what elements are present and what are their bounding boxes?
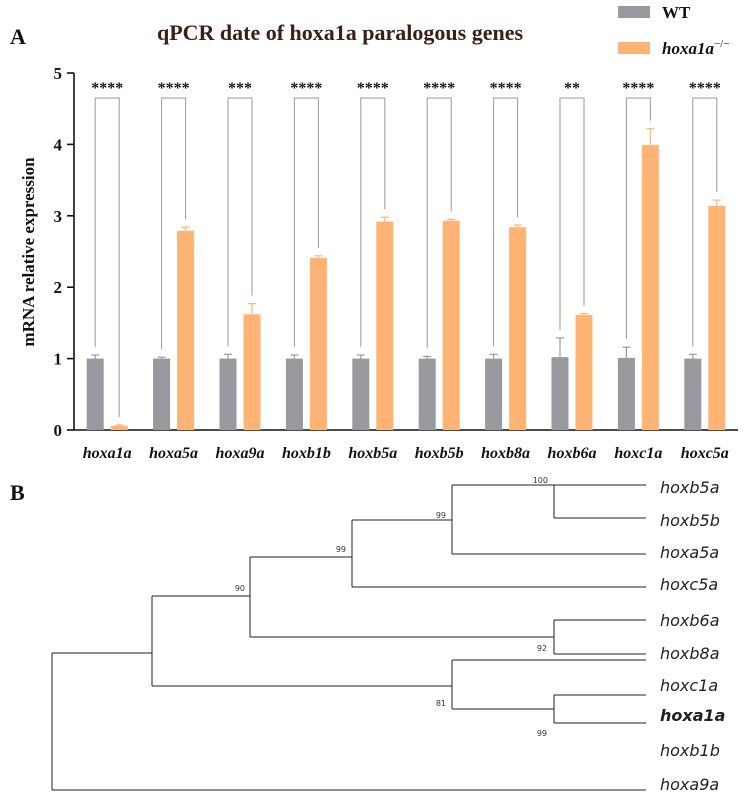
x-tick-label-hoxb5a: hoxb5a	[348, 445, 397, 462]
bar-hoxb6a-mutant	[575, 315, 593, 430]
significance-label-hoxa9a: ***	[228, 80, 252, 97]
bar-hoxb1b-wt	[285, 358, 303, 430]
y-tick-label-2: 2	[54, 278, 63, 297]
tree-leaf-hoxb6a: hoxb6a	[660, 611, 720, 630]
bootstrap-value: 92	[537, 644, 547, 653]
bar-hoxb5b-wt	[418, 358, 436, 430]
x-tick-labels: hoxa1a hoxa5a hoxa9a hoxb1b hoxb5a hoxb5b hoxb…	[83, 445, 729, 462]
x-tick-label-hoxa9a: hoxa9a	[216, 445, 265, 462]
tree-leaf-hoxc5a: hoxc5a	[660, 575, 718, 594]
x-tick-label-hoxc1a: hoxc1a	[614, 445, 662, 462]
significance-label-hoxb6a: **	[564, 80, 580, 97]
x-tick-label-hoxc5a: hoxc5a	[681, 445, 729, 462]
significance-brackets: **** **** *** **** **** **** **** ** **** ****	[91, 80, 721, 418]
chart-title: qPCR date of hoxa1a paralogous genes	[157, 20, 524, 45]
bootstrap-value: 99	[436, 511, 446, 520]
y-ticks: 0 1 2 3 4 5	[54, 64, 74, 440]
significance-bracket-hoxc5a	[692, 97, 718, 347]
legend-label-hoxa1a: hoxa1a−/−	[662, 38, 729, 58]
bootstrap-value: 81	[436, 699, 446, 708]
x-tick-label-hoxb5b: hoxb5b	[415, 445, 464, 462]
bootstrap-value: 100	[533, 476, 548, 485]
significance-label-hoxc1a: ****	[622, 80, 654, 97]
x-tick-label-hoxb6a: hoxb6a	[548, 445, 597, 462]
y-tick-label-5: 5	[54, 64, 63, 83]
panel-a-label: A	[10, 24, 26, 49]
bar-hoxc5a-wt	[684, 358, 702, 430]
panel-b-label: B	[10, 480, 25, 505]
tree-leaf-hoxb5b: hoxb5b	[660, 511, 720, 530]
tree-leaf-hoxc1a: hoxc1a	[660, 676, 718, 695]
y-tick-label-3: 3	[54, 207, 63, 226]
bar-hoxb8a-wt	[485, 358, 503, 430]
bar-hoxa1a-mutant	[110, 425, 128, 430]
significance-bracket-hoxa5a	[161, 97, 187, 350]
y-tick-label-0: 0	[54, 421, 63, 440]
significance-bracket-hoxa1a	[94, 97, 120, 418]
bar-hoxa9a-wt	[219, 358, 237, 430]
legend-swatch-hoxa1a	[618, 42, 650, 54]
significance-label-hoxb8a: ****	[490, 80, 522, 97]
y-axis-label: mRNA relative expression	[19, 157, 38, 347]
bar-hoxb5b-mutant	[442, 220, 460, 430]
significance-label-hoxb5b: ****	[423, 80, 455, 97]
legend-label-hoxa1a-sup: −/−	[714, 38, 729, 50]
legend-label-wt: WT	[662, 3, 691, 22]
significance-label-hoxa1a: ****	[91, 80, 123, 97]
bar-hoxc1a-wt	[617, 357, 635, 430]
bar-hoxb1b-mutant	[309, 257, 327, 430]
tree-leaf-hoxb8a: hoxb8a	[660, 644, 720, 663]
y-tick-label-4: 4	[54, 135, 63, 154]
y-tick-label-1: 1	[54, 350, 63, 369]
bar-hoxa5a-mutant	[177, 230, 195, 430]
bootstrap-value: 99	[336, 545, 346, 554]
significance-label-hoxb5a: ****	[357, 80, 389, 97]
significance-label-hoxb1b: ****	[290, 80, 322, 97]
bootstrap-value: 90	[235, 584, 245, 593]
significance-bracket-hoxa9a	[227, 97, 253, 347]
bar-hoxc1a-mutant	[641, 145, 659, 430]
bar-hoxb6a-wt	[551, 357, 569, 430]
significance-label-hoxc5a: ****	[689, 80, 721, 97]
significance-bracket-hoxb8a	[493, 97, 519, 347]
significance-bracket-hoxb6a	[559, 97, 585, 330]
tree-leaf-hoxa5a: hoxa5a	[660, 543, 719, 562]
legend-swatch-wt	[618, 6, 650, 18]
bar-hoxc5a-mutant	[708, 205, 726, 430]
significance-label-hoxa5a: ****	[158, 80, 190, 97]
x-tick-label-hoxb1b: hoxb1b	[282, 445, 331, 462]
tree-leaf-hoxb5a: hoxb5a	[660, 478, 720, 497]
bar-hoxa1a-wt	[86, 358, 104, 430]
significance-bracket-hoxc1a	[625, 97, 651, 340]
bar-hoxb5a-mutant	[376, 221, 394, 430]
legend: WT hoxa1a−/−	[618, 3, 729, 58]
significance-bracket-hoxb5b	[426, 97, 452, 349]
phylogenetic-tree: hoxb5a hoxb5b hoxa5a hoxc5a hoxb6a hoxb8a hoxc…	[51, 476, 725, 794]
significance-bracket-hoxb1b	[293, 97, 319, 348]
x-tick-label-hoxb8a: hoxb8a	[481, 445, 530, 462]
bar-hoxb5a-wt	[352, 358, 370, 430]
tree-leaf-hoxa9a: hoxa9a	[660, 775, 719, 794]
legend-label-hoxa1a-text: hoxa1a	[662, 39, 714, 58]
x-tick-label-hoxa5a: hoxa5a	[149, 445, 198, 462]
x-tick-label-hoxa1a: hoxa1a	[83, 445, 132, 462]
bar-hoxa5a-wt	[153, 358, 171, 430]
bootstrap-value: 99	[537, 729, 547, 738]
bar-hoxb8a-mutant	[509, 227, 527, 430]
tree-leaf-hoxa1a: hoxa1a	[660, 706, 725, 725]
bar-hoxa9a-mutant	[243, 314, 261, 430]
bars	[86, 128, 726, 430]
significance-bracket-hoxb5a	[360, 97, 386, 348]
tree-leaf-hoxb1b: hoxb1b	[660, 741, 720, 760]
